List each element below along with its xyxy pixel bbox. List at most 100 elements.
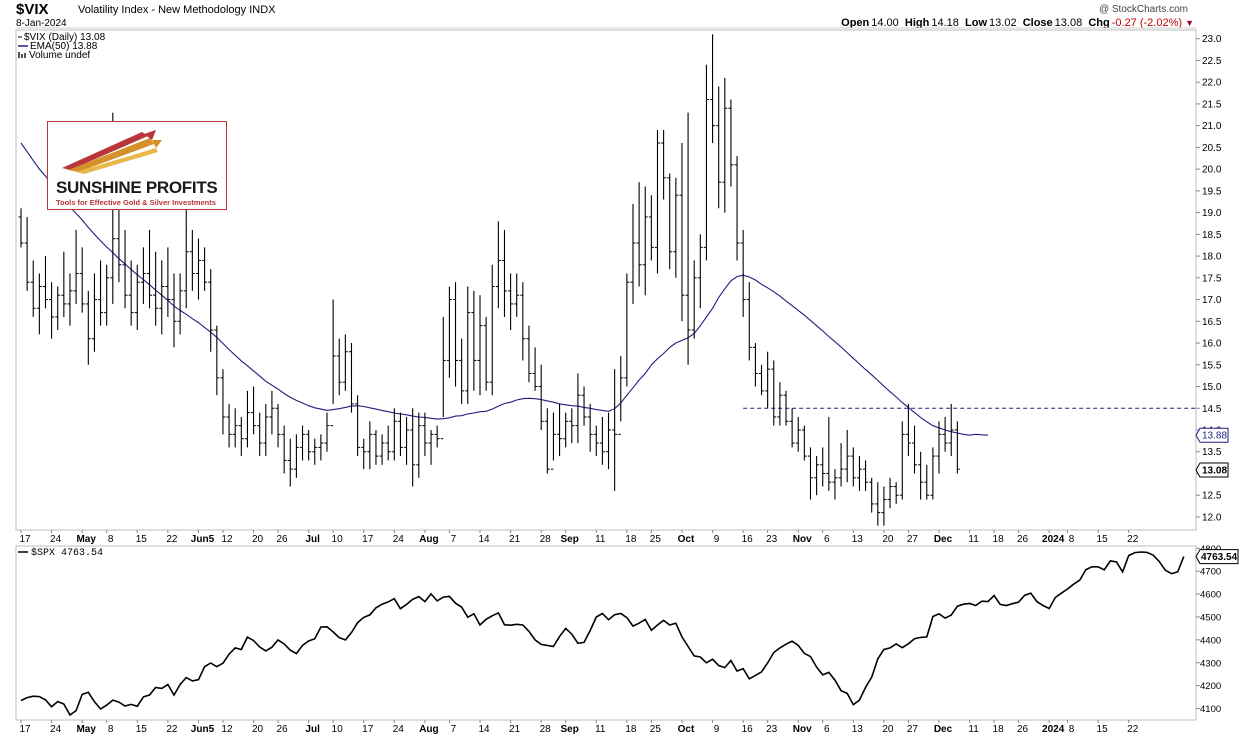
vix-x-tick-label: 15 (136, 534, 148, 545)
vix-ohlc-bar (134, 264, 140, 330)
spx-x-tick-label: 22 (1127, 724, 1139, 735)
index-name: Volatility Index - New Methodology (78, 4, 247, 16)
vix-ohlc-bar (930, 447, 936, 500)
vix-ohlc-bar (636, 182, 642, 287)
vix-ohlc-bar (630, 203, 636, 304)
vix-ohlc-bar (232, 408, 238, 448)
spx-x-tick-label: 27 (907, 724, 919, 735)
vix-ohlc-bar (863, 460, 869, 491)
vix-ohlc-bar (765, 351, 771, 409)
vix-ohlc-bar (91, 273, 97, 352)
vix-ohlc-bar (257, 412, 263, 457)
vix-ohlc-bar (208, 269, 214, 352)
vix-x-tick-label: 17 (19, 534, 31, 545)
vix-ohlc-bar (654, 130, 660, 274)
vix-ohlc-bar (673, 177, 679, 278)
spx-x-tick-label: 15 (1097, 724, 1109, 735)
vix-ohlc-bar (251, 386, 257, 435)
logo-rays-icon (62, 130, 162, 174)
vix-ohlc-bar (795, 416, 801, 452)
vix-ohlc-bar (807, 447, 813, 500)
vix-y-tick-label: 19.5 (1202, 186, 1222, 197)
vix-ohlc-bar (697, 234, 703, 309)
vix-x-tick-label: 9 (714, 534, 720, 545)
vix-ohlc-bar (722, 77, 728, 213)
vix-ohlc-bar (581, 386, 587, 426)
vix-x-tick-label: 11 (968, 534, 979, 545)
spx-x-tick-label: 24 (50, 724, 62, 735)
vix-ohlc-bar (832, 469, 838, 500)
vix-y-tick-label: 21.5 (1202, 99, 1222, 110)
vix-ohlc-bar (820, 447, 826, 487)
vix-x-tick-label: May (76, 534, 96, 545)
vix-ohlc-bar (734, 156, 740, 261)
vix-y-tick-label: 15.0 (1202, 382, 1222, 393)
vix-ohlc-bar (195, 238, 201, 300)
vix-ohlc-bar (918, 451, 924, 500)
spx-x-tick-label: 20 (882, 724, 894, 735)
vix-ohlc-bar (312, 438, 318, 465)
vix-ohlc-bar (453, 282, 459, 387)
vix-ohlc-bar (685, 112, 691, 365)
spx-x-tick-label: 8 (1069, 724, 1075, 735)
vix-ohlc-bar (67, 273, 73, 326)
vix-ohlc-bar (483, 316, 489, 391)
vix-y-tick-label: 18.5 (1202, 230, 1222, 241)
vix-ohlc-bar (404, 416, 410, 465)
vix-ohlc-bar (612, 369, 618, 491)
vix-ohlc-bar (557, 403, 563, 457)
vix-x-tick-label: Aug (419, 534, 438, 545)
vix-x-tick-label: 27 (907, 534, 919, 545)
spx-x-tick-label: Jun5 (191, 724, 215, 735)
vix-ohlc-bar (771, 360, 777, 426)
chg-label: Chg (1088, 17, 1110, 29)
vix-legend-label: $VIX (Daily) 13.08 (24, 32, 106, 43)
volume-legend-icon (18, 52, 20, 58)
spx-y-tick-label: 4400 (1200, 635, 1221, 646)
vix-ohlc-bar (379, 434, 385, 465)
spx-x-tick-label: Jul (305, 724, 320, 735)
vix-ohlc-bar (642, 186, 648, 296)
vix-ohlc-bar (905, 403, 911, 457)
vix-ohlc-bar (189, 230, 195, 291)
vix-ohlc-bar (752, 343, 758, 387)
vix-x-tick-label: 16 (742, 534, 754, 545)
vix-ohlc-bar (508, 273, 514, 330)
vix-ohlc-bar (373, 430, 379, 465)
vix-ohlc-bar (214, 325, 220, 396)
vix-ohlc-bar (446, 286, 452, 378)
vix-ohlc-bar (661, 130, 667, 200)
vix-y-tick-label: 16.5 (1202, 317, 1222, 328)
vix-ohlc-bar (287, 438, 293, 487)
vix-x-tick-label: 7 (451, 534, 457, 545)
vix-y-tick-label: 14.5 (1202, 404, 1222, 415)
vix-ohlc-bar (495, 221, 501, 309)
exchange-code: INDX (249, 4, 276, 16)
vix-ohlc-bar (336, 338, 342, 396)
spx-x-tick-label: 6 (824, 724, 830, 735)
spx-x-tick-label: Oct (678, 724, 695, 735)
vix-x-tick-label: 2024 (1042, 534, 1065, 545)
vix-ohlc-bar (171, 273, 177, 348)
low-label: Low (965, 17, 988, 29)
vix-ohlc-bar (477, 295, 483, 396)
spx-x-tick-label: 20 (252, 724, 264, 735)
price-value-tag (1195, 462, 1229, 478)
spx-x-tick-label: 25 (650, 724, 662, 735)
vix-ohlc-bar (410, 408, 416, 487)
vix-y-tick-label: 15.5 (1202, 360, 1222, 371)
vix-ohlc-bar (679, 143, 685, 322)
spx-x-tick-label: 16 (742, 724, 754, 735)
vix-ohlc-bar (538, 364, 544, 430)
vix-ohlc-bar (954, 421, 960, 474)
spx-x-tick-label: May (76, 724, 96, 735)
spx-x-tick-label: 7 (451, 724, 457, 735)
vix-x-tick-label: 8 (1069, 534, 1075, 545)
vix-ohlc-bar (147, 230, 153, 309)
spx-x-tick-label: Dec (934, 724, 953, 735)
ema-value-tag-label: 13.88 (1202, 431, 1227, 442)
vix-ohlc-bar (128, 260, 134, 326)
chart-name: Volatility Index - New Methodology INDX (78, 4, 276, 16)
volume-legend-label: Volume undef (29, 50, 90, 61)
spx-x-tick-label: Nov (793, 724, 812, 735)
